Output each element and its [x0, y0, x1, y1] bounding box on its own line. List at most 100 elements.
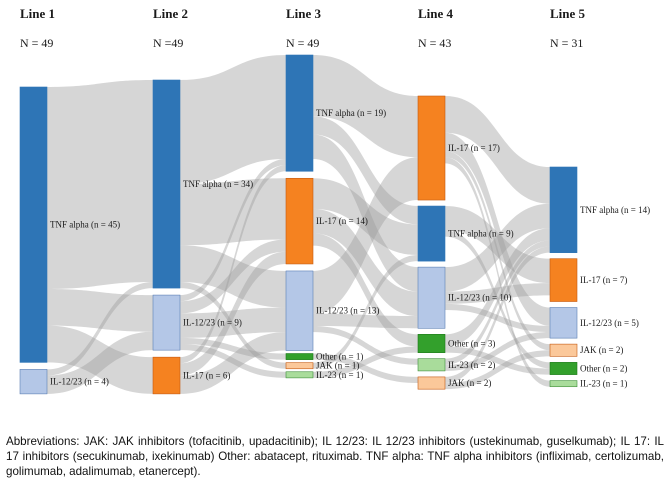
flow-l3-il17-to-l4-tnf	[313, 178, 418, 255]
node-bar-l4-other	[417, 334, 446, 353]
node-label-l5-il23: IL-23 (n = 1)	[580, 379, 627, 389]
node-label-l3-il1223: IL-12/23 (n = 13)	[316, 306, 379, 316]
node-label-l3-il23: IL-23 (n = 1)	[316, 370, 363, 380]
column-header-line-4: Line 4	[418, 6, 454, 21]
flow-l3-tnf-to-l4-il17	[313, 55, 418, 158]
node-label-l3-other: Other (n = 1)	[316, 352, 363, 362]
node-label-l4-tnf: TNF alpha (n = 9)	[448, 229, 514, 239]
flow-l2-il1223-to-l3-il17	[180, 239, 286, 314]
flow-l4-il17-to-l5-il1223	[445, 132, 550, 326]
node-bar-l4-il23	[417, 358, 446, 372]
column-count-line-2: N =49	[153, 36, 183, 50]
sankey-figure: TNF alpha (n = 45) IL-12/23 (n = 4) TNF al…	[19, 6, 650, 395]
node-label-l2-il1223: IL-12/23 (n = 9)	[183, 318, 242, 328]
flow-l4-tnf-to-l5-il17	[445, 206, 550, 284]
flow-l3-tnf-to-l4-tnf	[313, 116, 418, 225]
flow-l2-il1223-to-l3-il1223	[180, 307, 286, 338]
flow-l3-il1223-to-l4-il23	[313, 326, 418, 365]
node-label-l4-il1223: IL-12/23 (n = 10)	[448, 293, 511, 303]
node-layer: TNF alpha (n = 45) IL-12/23 (n = 4) TNF al…	[19, 54, 650, 395]
flow-l4-il17-to-l5-il23	[445, 157, 550, 387]
node-bar-l5-il17	[549, 258, 578, 302]
flow-l4-jak-to-l5-jak	[445, 350, 550, 390]
node-bar-l5-tnf	[549, 166, 578, 253]
flow-l3-il1223-to-l4-il17	[313, 157, 418, 314]
node-label-l2-il17: IL-17 (n = 6)	[183, 371, 230, 381]
flow-l3-il1223-to-l4-il1223	[313, 313, 418, 329]
flow-l4-il17-to-l5-jak	[445, 151, 550, 351]
flow-l2-il17-to-l3-tnf	[180, 165, 286, 364]
node-label-l5-jak: JAK (n = 2)	[580, 345, 623, 355]
node-bar-l4-il1223	[417, 266, 446, 329]
flow-l1-tnf-to-l2-il1223	[47, 288, 153, 332]
flow-l1-il1223-to-l2-il1223	[47, 331, 153, 394]
flow-l2-il1223-to-l3-il23	[180, 344, 286, 378]
node-label-l4-il23: IL-23 (n = 2)	[448, 360, 495, 370]
column-count-line-1: N = 49	[20, 36, 53, 50]
node-label-l4-other: Other (n = 3)	[448, 339, 495, 349]
column-count-line-5: N = 31	[550, 36, 583, 50]
column-count-line-3: N = 49	[286, 36, 319, 50]
node-label-l3-jak: JAK (n = 1)	[316, 361, 359, 371]
flow-l2-tnf-to-l3-jak	[180, 281, 286, 369]
column-header-line-5: Line 5	[550, 6, 586, 21]
flow-l4-other-to-l5-tnf	[445, 228, 550, 347]
abbreviations-footnote: Abbreviations: JAK: JAK inhibitors (tofa…	[6, 435, 664, 478]
node-label-l5-il17: IL-17 (n = 7)	[580, 275, 627, 285]
flow-l4-il17-to-l5-tnf	[445, 96, 550, 204]
flow-l2-il17-to-l3-il1223	[180, 332, 286, 394]
flow-l1-tnf-to-l2-il17	[47, 325, 153, 394]
flow-layer	[47, 55, 550, 394]
node-label-l5-other: Other (n = 2)	[580, 363, 627, 373]
node-bar-l3-jak	[285, 362, 314, 370]
node-label-l3-il17: IL-17 (n = 14)	[316, 216, 368, 226]
node-bar-l5-il23	[549, 380, 578, 388]
flow-l4-il1223-to-l5-tnf	[445, 203, 550, 292]
flow-l4-other-to-l5-other	[445, 346, 550, 375]
node-label-l1-tnf: TNF alpha (n = 45)	[50, 220, 120, 230]
node-bar-l4-jak	[417, 376, 446, 390]
node-bar-l3-il1223	[285, 270, 314, 351]
node-label-l5-tnf: TNF alpha (n = 14)	[580, 205, 650, 215]
flow-l3-tnf-to-l4-il1223	[313, 134, 418, 292]
flow-l2-tnf-to-l3-il17	[180, 178, 286, 246]
node-label-l1-il1223: IL-12/23 (n = 4)	[50, 377, 109, 387]
flow-l4-il1223-to-l5-il17	[445, 283, 550, 304]
flow-l4-il23-to-l5-tnf	[445, 240, 550, 365]
flow-l1-tnf-to-l2-tnf	[47, 80, 153, 289]
node-label-l5-il1223: IL-12/23 (n = 5)	[580, 318, 639, 328]
node-bar-l3-il23	[285, 371, 314, 379]
node-bar-l2-tnf	[152, 79, 181, 289]
column-count-line-4: N = 43	[418, 36, 451, 50]
flow-l4-il23-to-l5-il1223	[445, 332, 550, 371]
flow-l2-il1223-to-l3-tnf	[180, 159, 286, 302]
node-bar-l3-other	[285, 353, 314, 360]
column-header-line-3: Line 3	[286, 6, 322, 21]
flow-l2-tnf-to-l3-tnf	[180, 55, 286, 185]
flow-l4-jak-to-l5-tnf	[445, 246, 550, 384]
node-label-l4-il17: IL-17 (n = 17)	[448, 143, 500, 153]
node-bar-l2-il17	[152, 356, 181, 395]
flow-l3-jak-to-l4-tnf	[313, 255, 418, 369]
node-bar-l5-jak	[549, 343, 578, 357]
flow-l3-il17-to-l4-il1223	[313, 208, 418, 317]
flow-l2-il17-to-l3-il17	[180, 251, 286, 376]
node-bar-l5-other	[549, 362, 578, 375]
flow-l3-il23-to-l4-other	[313, 346, 418, 378]
node-bar-l3-il17	[285, 177, 314, 265]
node-label-l3-tnf: TNF alpha (n = 19)	[316, 108, 386, 118]
node-bar-l3-tnf	[285, 54, 314, 172]
node-bar-l4-il17	[417, 95, 446, 201]
node-label-l4-jak: JAK (n = 2)	[448, 378, 491, 388]
column-header-layer: Line 1 N = 49 Line 2 N =49 Line 3 N = 49 Line …	[20, 6, 586, 50]
node-bar-l1-il1223	[19, 369, 48, 395]
flow-l3-other-to-l4-jak	[313, 353, 418, 384]
node-bar-l1-tnf	[19, 86, 48, 363]
flow-l2-tnf-to-l3-il1223	[180, 245, 286, 308]
flow-l3-il17-to-l4-other	[313, 233, 418, 347]
flow-l4-tnf-to-l5-other	[445, 230, 550, 369]
flow-l2-il1223-to-l3-other	[180, 337, 286, 360]
node-bar-l2-il1223	[152, 294, 181, 351]
node-bar-l5-il1223	[549, 307, 578, 339]
node-label-l2-tnf: TNF alpha (n = 34)	[183, 179, 253, 189]
